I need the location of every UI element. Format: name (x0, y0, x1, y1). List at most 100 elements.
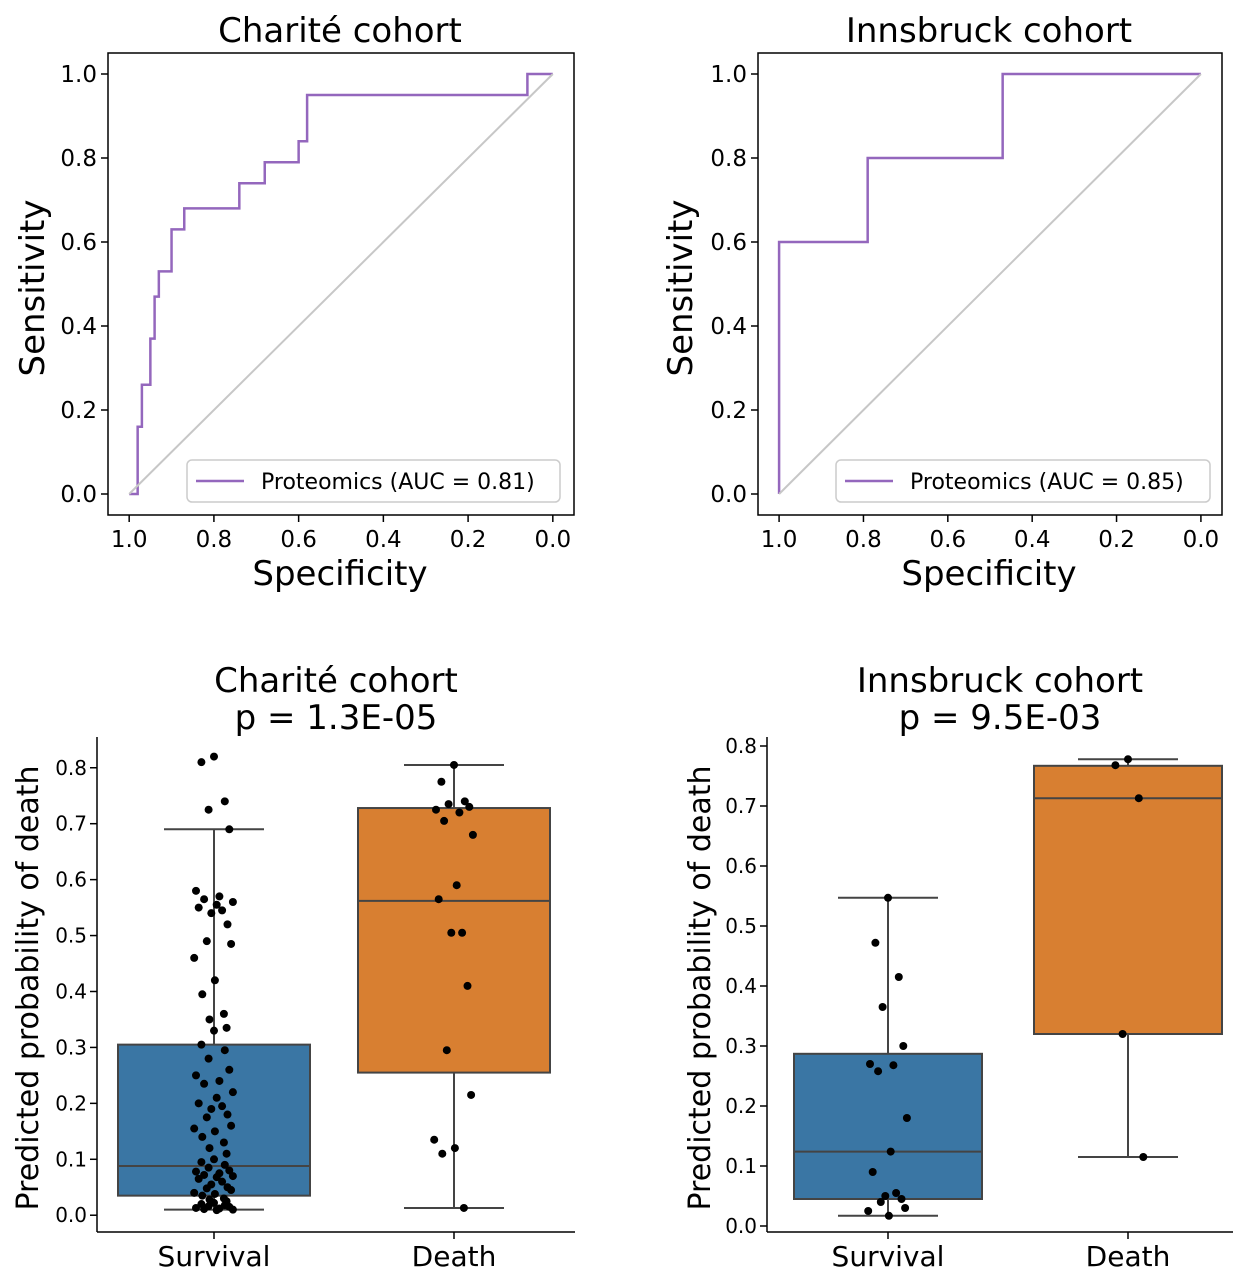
data-point (225, 1065, 234, 1074)
data-point (200, 1079, 209, 1088)
data-point (447, 928, 456, 937)
data-point (227, 1121, 236, 1130)
x-tick-label: 0.8 (196, 527, 233, 553)
data-point (200, 895, 209, 904)
data-point (463, 981, 472, 990)
data-point (465, 802, 474, 811)
reference-diagonal (778, 73, 1202, 495)
data-point (902, 1114, 911, 1122)
y-axis-label: Predicted probability of death (11, 765, 46, 1210)
x-tick-label: 0.2 (1098, 527, 1135, 553)
data-point (212, 1093, 221, 1102)
y-tick-label: 0.2 (55, 1091, 87, 1115)
data-point (866, 1060, 874, 1068)
data-point (190, 1188, 199, 1197)
data-point (207, 1104, 216, 1113)
data-point (202, 937, 211, 946)
data-point (228, 898, 237, 906)
y-tick-label: 0.6 (725, 854, 757, 878)
y-tick-label: 0.3 (725, 1034, 757, 1058)
data-point (190, 953, 199, 962)
data-point (430, 1135, 439, 1144)
data-point (219, 1138, 228, 1147)
roc-chart-charite: Charité cohort Sensitivity Specificity 1… (13, 11, 575, 594)
roc-curve (777, 72, 1201, 494)
data-point (442, 1046, 451, 1055)
box-chart-charite: Charité cohort p = 1.3E-05 Predicted pro… (11, 661, 575, 1271)
data-point (204, 1054, 213, 1063)
y-tick-label: 0.5 (725, 914, 757, 938)
chart-title: Charité cohort (218, 11, 462, 51)
data-point (192, 1167, 200, 1176)
data-point (200, 1205, 209, 1214)
data-point (871, 938, 880, 947)
data-point (192, 886, 200, 895)
x-tick-label: 0.6 (280, 527, 317, 553)
box-chart-innsbruck: Innsbruck cohort p = 9.5E-03 Predicted p… (683, 661, 1233, 1271)
data-point (220, 797, 229, 806)
box-survival (117, 1043, 311, 1197)
x-tick-label: 1.0 (111, 527, 148, 553)
data-point (194, 903, 203, 912)
x-tick-label: 0.2 (450, 527, 487, 553)
y-tick-label: 0.6 (60, 230, 97, 256)
data-point (897, 1195, 906, 1203)
data-point (192, 1203, 200, 1212)
legend-box (186, 459, 561, 503)
y-tick-label: 0.2 (60, 398, 97, 424)
data-point (1134, 794, 1143, 803)
x-tick-label: Death (1086, 1240, 1171, 1271)
data-point (222, 1023, 231, 1032)
box-death (1033, 764, 1223, 1035)
y-tick-label: 0.4 (55, 979, 87, 1003)
y-axis-label: Sensitivity (13, 199, 53, 376)
data-point (1139, 1153, 1148, 1161)
data-point (440, 816, 449, 825)
data-point (434, 895, 443, 904)
data-point (207, 909, 216, 918)
roc-curve (129, 72, 553, 496)
data-point (197, 1040, 206, 1049)
data-point (204, 805, 213, 814)
data-point (227, 1186, 236, 1195)
chart-subtitle: p = 9.5E-03 (899, 698, 1102, 738)
data-point (228, 1205, 237, 1214)
data-point (218, 1177, 227, 1186)
legend-label: Proteomics (AUC = 0.85) (910, 470, 1184, 495)
data-point (228, 1088, 237, 1097)
x-tick-label: 0.0 (535, 527, 572, 553)
data-point (205, 1015, 214, 1024)
data-point (1118, 1030, 1127, 1038)
y-tick-label: 0.0 (725, 1214, 757, 1238)
data-point (901, 1204, 910, 1212)
data-point (450, 1144, 459, 1153)
data-point (215, 892, 224, 901)
data-point (218, 1102, 227, 1111)
data-point (190, 1124, 199, 1133)
plot-area: 1.0 0.8 0.6 0.4 0.2 0.0 0.0 0.2 0.4 0.6 0.8 1.0 (60, 52, 575, 553)
data-point (198, 1191, 207, 1200)
data-point (878, 1003, 887, 1011)
data-point (222, 1149, 231, 1158)
y-tick-label: 0.4 (60, 314, 97, 340)
data-point (192, 1071, 200, 1080)
data-point (223, 1110, 232, 1119)
y-tick-label: 0.0 (60, 482, 97, 508)
data-point (210, 1127, 219, 1136)
data-point (227, 939, 236, 948)
x-tick-label: 1.0 (761, 527, 798, 553)
data-point (202, 1184, 211, 1193)
data-point (458, 928, 467, 937)
data-point (219, 1009, 228, 1018)
data-point (1111, 761, 1120, 770)
chart-title: Charité cohort (214, 661, 458, 701)
data-point (212, 1173, 221, 1182)
x-tick-label: 0.4 (1014, 527, 1051, 553)
y-tick-label: 1.0 (710, 62, 747, 88)
y-tick-label: 0.2 (725, 1094, 757, 1118)
data-point (467, 1090, 476, 1099)
x-axis-label: Specificity (252, 554, 427, 594)
data-point (204, 1163, 213, 1172)
data-point (212, 900, 221, 909)
